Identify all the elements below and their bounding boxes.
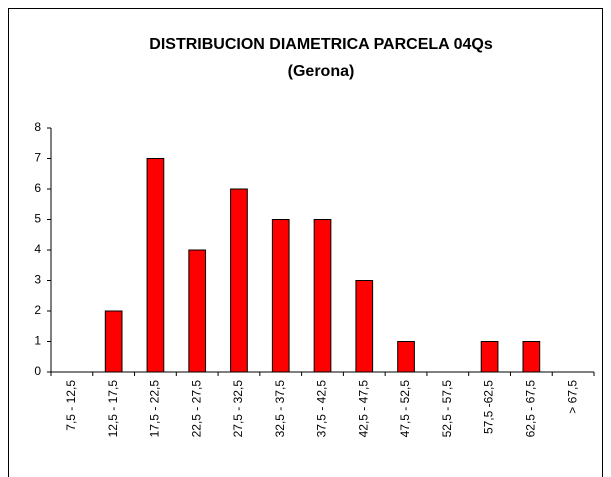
x-tick-label: > 67,5: [565, 380, 579, 414]
y-tick-label: 8: [34, 120, 41, 134]
bar: [355, 280, 374, 373]
x-tick-label: 62,5 - 67,5: [524, 380, 538, 438]
bar: [480, 341, 499, 373]
x-tick-label: 7,5 - 12,5: [64, 380, 78, 431]
x-tick-label: 12,5 - 17,5: [106, 380, 120, 438]
bar: [188, 249, 207, 373]
x-tick-label: 57,5 -62,5: [482, 380, 496, 434]
y-tick-label: 0: [34, 364, 41, 378]
bar: [397, 341, 415, 373]
x-tick-label: 27,5 - 32,5: [231, 380, 245, 438]
chart-subtitle: (Gerona): [288, 63, 355, 80]
bar: [271, 219, 290, 373]
y-tick-label: 6: [34, 181, 41, 195]
y-tick-label: 1: [34, 334, 41, 348]
y-tick-label: 3: [34, 273, 41, 287]
bar: [230, 188, 248, 373]
x-tick-label: 52,5 - 57,5: [440, 380, 454, 438]
chart-title: DISTRIBUCION DIAMETRICA PARCELA 04Qs: [149, 36, 493, 53]
chart-frame: [8, 8, 603, 477]
y-tick-label: 5: [34, 212, 41, 226]
y-tick-label: 4: [34, 242, 41, 256]
bar: [522, 341, 541, 373]
x-tick-label: 47,5 - 52,5: [398, 380, 412, 438]
bar: [146, 158, 165, 373]
y-tick-label: 7: [34, 151, 41, 165]
x-tick-label: 37,5 - 42,5: [315, 380, 329, 438]
x-tick-label: 22,5 - 27,5: [189, 380, 203, 438]
y-tick-label: 2: [34, 303, 41, 317]
x-tick-label: 17,5 - 22,5: [148, 380, 162, 438]
bar: [313, 219, 332, 373]
x-tick-label: 42,5 - 47,5: [356, 380, 370, 438]
x-tick-label: 32,5 - 37,5: [273, 380, 287, 438]
bar: [104, 310, 123, 373]
